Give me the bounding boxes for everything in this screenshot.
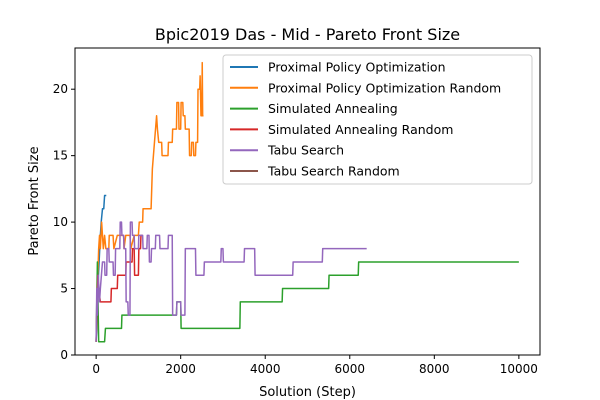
legend-label-1: Proximal Policy Optimization Random	[268, 80, 501, 95]
legend-label-5: Tabu Search Random	[267, 164, 400, 179]
chart-title: Bpic2019 Das - Mid - Pareto Front Size	[155, 25, 460, 44]
ticks-layer: 0 2000 4000 6000 8000 10000 0 5 10 15 20	[53, 82, 538, 376]
y-axis-label: Pareto Front Size	[27, 146, 42, 255]
series-layer	[95, 61, 519, 343]
legend-label-2: Simulated Annealing	[268, 101, 398, 116]
legend-label-3: Simulated Annealing Random	[268, 122, 453, 137]
x-tick-label-1: 2000	[165, 362, 196, 376]
y-tick-label-4: 20	[53, 82, 68, 96]
legend: Proximal Policy Optimization Proximal Pol…	[222, 54, 533, 185]
y-tick-label-2: 10	[53, 215, 68, 229]
legend-label-4: Tabu Search	[267, 143, 344, 158]
legend-entries: Proximal Policy Optimization Proximal Pol…	[230, 60, 501, 179]
y-tick-label-1: 5	[60, 282, 68, 296]
x-tick-label-3: 6000	[334, 362, 365, 376]
legend-label-0: Proximal Policy Optimization	[268, 60, 446, 75]
y-tick-label-0: 0	[60, 348, 68, 362]
legend-box	[222, 54, 533, 185]
x-tick-label-0: 0	[92, 362, 100, 376]
x-tick-label-4: 8000	[419, 362, 450, 376]
plot-frame	[74, 47, 541, 356]
x-tick-label-2: 4000	[250, 362, 281, 376]
x-axis-label: Solution (Step)	[259, 385, 356, 400]
y-tick-label-3: 15	[53, 149, 68, 163]
series-line-4	[95, 221, 367, 342]
x-tick-label-5: 10000	[500, 362, 538, 376]
